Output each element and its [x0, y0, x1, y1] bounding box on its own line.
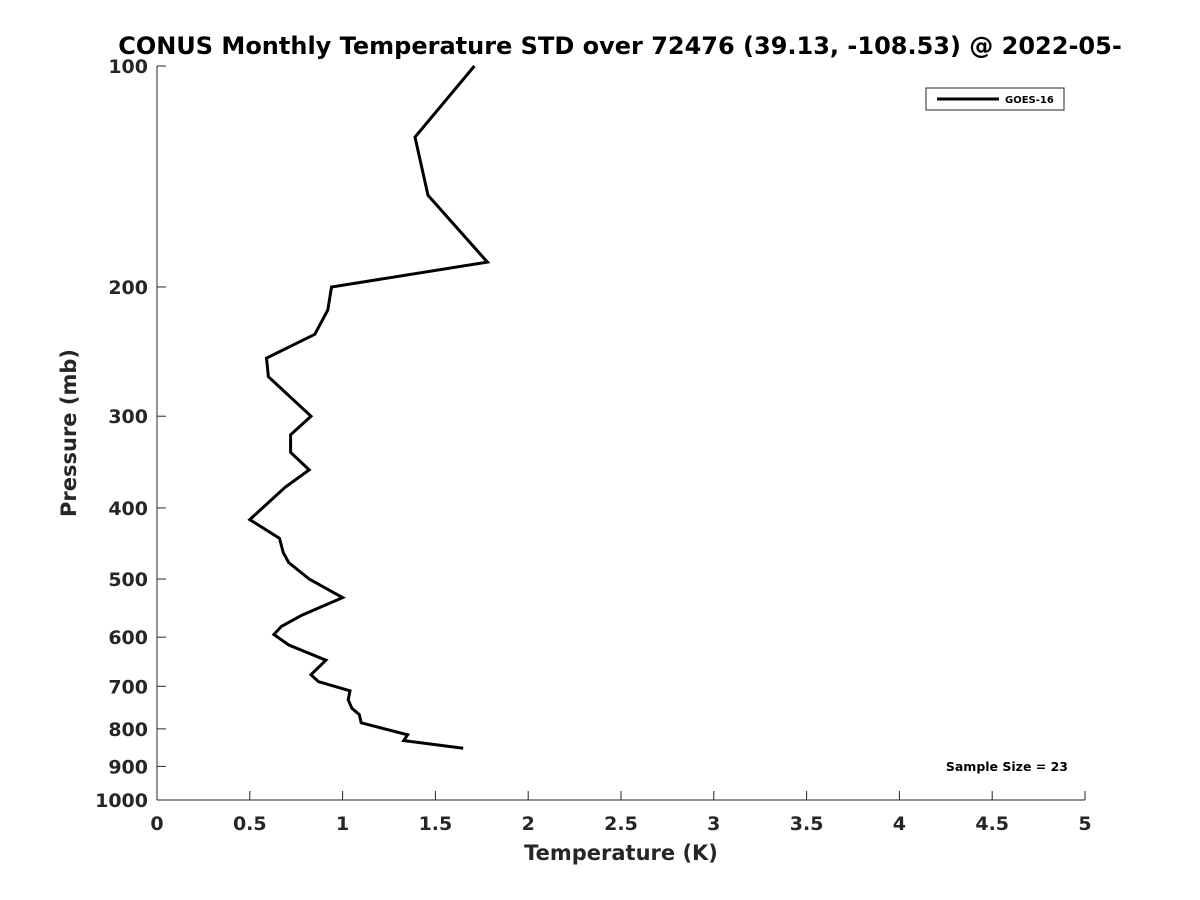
x-tick-label: 0.5 [233, 813, 267, 835]
y-tick-label: 300 [108, 406, 148, 428]
chart-title: CONUS Monthly Temperature STD over 72476… [118, 32, 1122, 60]
y-axis-label: Pressure (mb) [57, 349, 81, 517]
x-tick-label: 4 [893, 813, 906, 835]
x-tick-label: 1 [336, 813, 349, 835]
x-tick-label: 1.5 [419, 813, 453, 835]
x-axis-label: Temperature (K) [524, 841, 718, 865]
x-tick-label: 4.5 [975, 813, 1009, 835]
x-tick-label: 3 [707, 813, 720, 835]
y-tick-label: 200 [108, 277, 148, 299]
legend-label: GOES-16 [1005, 95, 1054, 106]
plot-area [156, 66, 1085, 801]
x-tick-label: 2 [522, 813, 535, 835]
y-tick-label: 900 [108, 756, 148, 778]
series-layer [247, 65, 491, 750]
sample-size-annotation: Sample Size = 23 [946, 759, 1068, 774]
series-line-goes-16 [247, 65, 491, 750]
x-tick-label: 2.5 [604, 813, 638, 835]
y-tick-label: 400 [108, 498, 148, 520]
y-tick-label: 600 [108, 627, 148, 649]
legend: GOES-16 [925, 87, 1065, 111]
y-tick-label: 100 [108, 56, 148, 78]
y-axis-ticks: 100 200 300 400 500 600 700 800 900 1000 [95, 56, 166, 812]
y-tick-label: 800 [108, 719, 148, 741]
x-tick-label: 3.5 [790, 813, 824, 835]
y-tick-label: 1000 [95, 790, 148, 812]
plot-background [157, 66, 1085, 800]
x-tick-label: 0 [150, 813, 163, 835]
y-tick-label: 700 [108, 676, 148, 698]
x-tick-label: 5 [1078, 813, 1091, 835]
x-axis-ticks: 0 0.5 1 1.5 2 2.5 3 3.5 4 4.5 5 [150, 791, 1092, 835]
y-tick-label: 500 [108, 569, 148, 591]
